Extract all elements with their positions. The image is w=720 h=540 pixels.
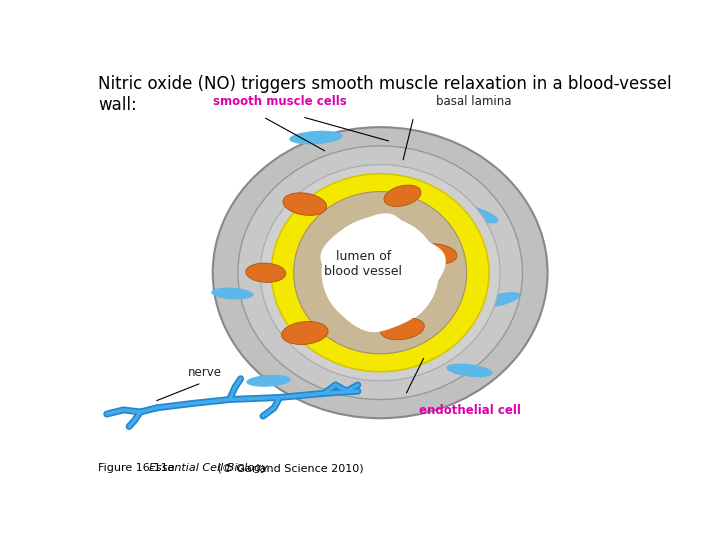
- Ellipse shape: [381, 318, 424, 340]
- Ellipse shape: [457, 205, 498, 224]
- Ellipse shape: [446, 363, 492, 377]
- Ellipse shape: [246, 375, 291, 387]
- Ellipse shape: [289, 131, 343, 144]
- Text: Nitric oxide (NO) triggers smooth muscle relaxation in a blood-vessel
wall:: Nitric oxide (NO) triggers smooth muscle…: [99, 75, 672, 114]
- Text: Essential Cell Biology: Essential Cell Biology: [149, 463, 268, 473]
- Text: smooth muscle cells: smooth muscle cells: [213, 96, 346, 109]
- Ellipse shape: [322, 217, 438, 329]
- Text: basal lamina: basal lamina: [436, 96, 511, 109]
- Ellipse shape: [384, 185, 421, 206]
- Text: endothelial cell: endothelial cell: [419, 404, 521, 417]
- Text: lumen of
blood vessel: lumen of blood vessel: [325, 251, 402, 279]
- Text: nerve: nerve: [187, 366, 221, 379]
- Polygon shape: [320, 213, 446, 332]
- Ellipse shape: [213, 127, 548, 418]
- Ellipse shape: [415, 244, 457, 264]
- Ellipse shape: [246, 263, 286, 282]
- Ellipse shape: [262, 166, 498, 380]
- Ellipse shape: [260, 165, 500, 381]
- Ellipse shape: [272, 174, 488, 371]
- Text: (© Garland Science 2010): (© Garland Science 2010): [214, 463, 364, 473]
- Ellipse shape: [238, 146, 523, 400]
- Ellipse shape: [294, 192, 467, 354]
- Ellipse shape: [294, 192, 466, 353]
- Ellipse shape: [480, 292, 521, 307]
- Ellipse shape: [282, 321, 328, 345]
- Ellipse shape: [240, 148, 520, 397]
- Text: Figure 16-11a: Figure 16-11a: [99, 463, 182, 473]
- Ellipse shape: [283, 193, 327, 215]
- Ellipse shape: [271, 174, 489, 372]
- Ellipse shape: [211, 287, 253, 300]
